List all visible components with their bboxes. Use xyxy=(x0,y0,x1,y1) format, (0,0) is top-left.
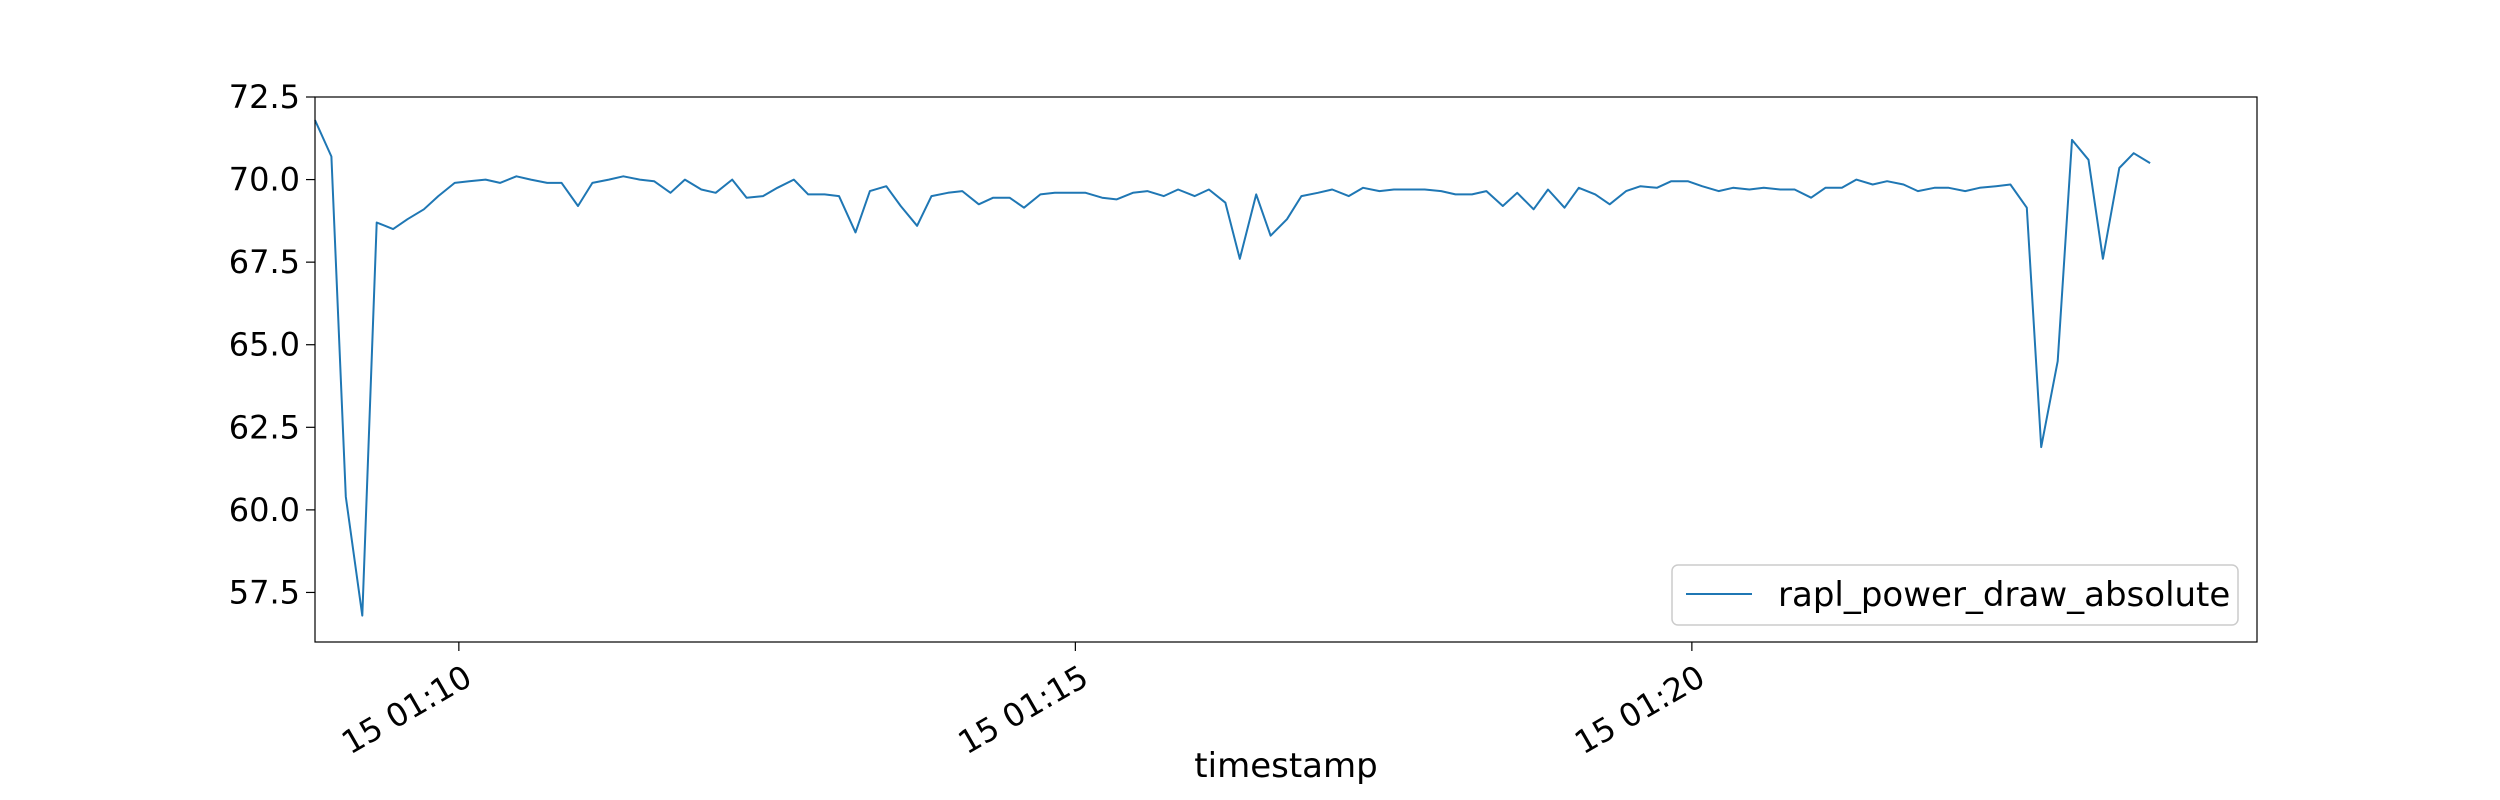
y-tick-label: 67.5 xyxy=(229,243,300,281)
y-axis: 57.5 60.0 62.5 65.0 67.5 70.0 72.5 xyxy=(229,78,315,611)
y-tick-label: 57.5 xyxy=(229,573,300,611)
series-line-0 xyxy=(314,119,2151,617)
y-tick-label: 60.0 xyxy=(229,491,300,529)
legend: rapl_power_draw_absolute xyxy=(1671,564,2239,626)
y-tick-label: 62.5 xyxy=(229,408,300,446)
y-tick-label: 65.0 xyxy=(229,326,300,364)
y-tick-label: 70.0 xyxy=(229,161,300,199)
series-layer xyxy=(314,119,2151,617)
x-axis-title: timestamp xyxy=(1194,746,1377,786)
y-tick-label: 72.5 xyxy=(229,78,300,116)
legend-label: rapl_power_draw_absolute xyxy=(1778,575,2230,615)
legend-box xyxy=(1671,564,2239,626)
plot-frame xyxy=(314,96,2258,643)
